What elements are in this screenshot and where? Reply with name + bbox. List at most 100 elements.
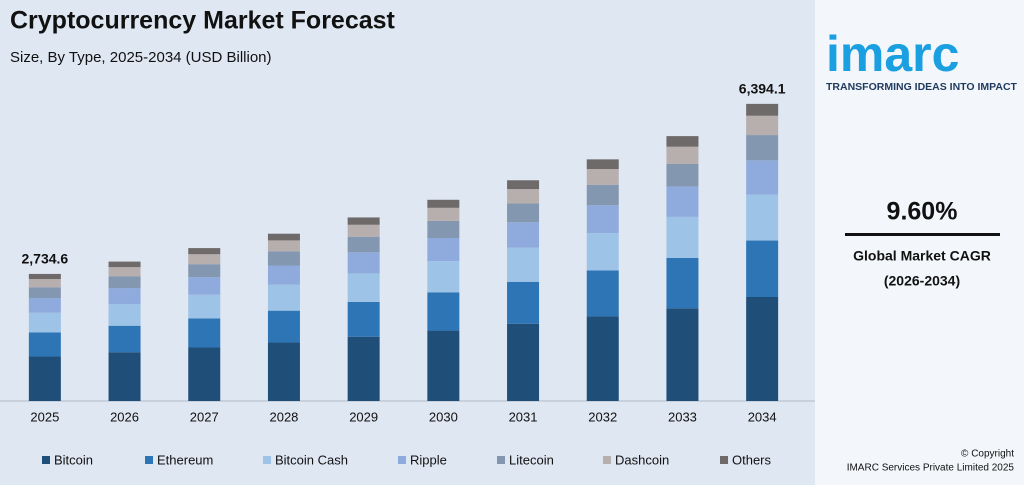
legend-swatch bbox=[398, 456, 406, 464]
bar-segment bbox=[507, 323, 540, 401]
x-tick-label: 2025 bbox=[30, 409, 59, 424]
bar-segment bbox=[666, 186, 699, 217]
bar-segment bbox=[427, 220, 460, 239]
copyright: © Copyright bbox=[961, 449, 1014, 460]
bar-segment bbox=[507, 281, 540, 324]
bar-segment bbox=[427, 207, 460, 221]
total-label: 6,394.1 bbox=[739, 81, 786, 97]
bar-segment bbox=[347, 336, 380, 401]
bar-segment bbox=[108, 267, 141, 277]
bar-segment bbox=[28, 332, 61, 357]
bar-segment bbox=[427, 292, 460, 331]
bar-segment bbox=[746, 103, 779, 116]
bar-segment bbox=[586, 184, 619, 206]
bar-segment bbox=[427, 330, 460, 401]
bar-segment bbox=[108, 288, 141, 305]
bar-segment bbox=[108, 325, 141, 353]
bar-segment bbox=[28, 273, 61, 280]
bar-segment bbox=[586, 205, 619, 234]
bar-segment bbox=[746, 194, 779, 241]
legend-label: Ethereum bbox=[157, 452, 213, 467]
bar-segment bbox=[28, 298, 61, 313]
bar-segment bbox=[267, 284, 300, 311]
legend-swatch bbox=[263, 456, 271, 464]
bar-segment bbox=[746, 135, 779, 161]
legend-label: Bitcoin bbox=[54, 452, 93, 467]
divider bbox=[845, 233, 1000, 236]
total-label: 2,734.6 bbox=[21, 251, 68, 267]
bar-segment bbox=[188, 294, 221, 319]
bar-segment bbox=[666, 216, 699, 258]
x-tick-label: 2027 bbox=[190, 409, 219, 424]
bar-segment bbox=[507, 180, 540, 190]
legend-label: Litecoin bbox=[509, 452, 554, 467]
bar-segment bbox=[586, 270, 619, 317]
bar-segment bbox=[746, 115, 779, 136]
bar-segment bbox=[507, 189, 540, 204]
bar-segment bbox=[746, 296, 779, 401]
bar-segment bbox=[347, 236, 380, 253]
chart-title: Cryptocurrency Market Forecast bbox=[10, 7, 396, 35]
logo: imarc bbox=[826, 26, 959, 82]
bar-segment bbox=[188, 318, 221, 348]
bar-segment bbox=[586, 316, 619, 401]
bar-segment bbox=[666, 257, 699, 309]
bar-segment bbox=[507, 247, 540, 282]
bar-segment bbox=[28, 287, 61, 299]
bar-segment bbox=[347, 301, 380, 337]
cagr-period: (2026-2034) bbox=[884, 273, 960, 289]
bar-segment bbox=[28, 312, 61, 333]
bar-segment bbox=[267, 251, 300, 266]
bar-segment bbox=[188, 347, 221, 401]
bar-segment bbox=[507, 203, 540, 223]
bar-segment bbox=[347, 224, 380, 237]
bar-segment bbox=[666, 308, 699, 401]
legend-swatch bbox=[497, 456, 505, 464]
bar-segment bbox=[267, 342, 300, 401]
bar-segment bbox=[188, 264, 221, 278]
bar-segment bbox=[347, 273, 380, 302]
chart-subtitle: Size, By Type, 2025-2034 (USD Billion) bbox=[10, 49, 272, 66]
bar-segment bbox=[188, 248, 221, 255]
legend-label: Others bbox=[732, 452, 772, 467]
cagr-label: Global Market CAGR bbox=[853, 248, 991, 264]
side-panel bbox=[815, 0, 1024, 485]
x-tick-label: 2026 bbox=[110, 409, 139, 424]
bar-segment bbox=[188, 254, 221, 265]
x-tick-label: 2034 bbox=[748, 409, 777, 424]
bar-segment bbox=[28, 279, 61, 288]
bar-segment bbox=[347, 217, 380, 225]
x-tick-label: 2031 bbox=[509, 409, 538, 424]
bar-segment bbox=[746, 240, 779, 297]
cagr-value: 9.60% bbox=[887, 198, 958, 226]
bar-segment bbox=[427, 199, 460, 208]
bar-segment bbox=[108, 276, 141, 289]
legend-swatch bbox=[42, 456, 50, 464]
bar-segment bbox=[586, 169, 619, 185]
bar-segment bbox=[108, 304, 141, 326]
x-tick-label: 2029 bbox=[349, 409, 378, 424]
x-tick-label: 2032 bbox=[588, 409, 617, 424]
bar-segment bbox=[108, 261, 141, 268]
bar-segment bbox=[267, 233, 300, 241]
bar-segment bbox=[108, 352, 141, 401]
legend-swatch bbox=[145, 456, 153, 464]
legend-label: Dashcoin bbox=[615, 452, 669, 467]
bar-segment bbox=[28, 356, 61, 401]
x-tick-label: 2028 bbox=[269, 409, 298, 424]
legend-label: Bitcoin Cash bbox=[275, 452, 348, 467]
x-tick-label: 2030 bbox=[429, 409, 458, 424]
legend-label: Ripple bbox=[410, 452, 447, 467]
bar-segment bbox=[666, 136, 699, 147]
bar-segment bbox=[427, 261, 460, 293]
bar-segment bbox=[267, 240, 300, 252]
legend-swatch bbox=[720, 456, 728, 464]
bar-segment bbox=[586, 233, 619, 271]
bar-segment bbox=[267, 310, 300, 343]
x-tick-label: 2033 bbox=[668, 409, 697, 424]
bar-segment bbox=[347, 252, 380, 274]
tagline: TRANSFORMING IDEAS INTO IMPACT bbox=[826, 81, 1018, 93]
bar-segment bbox=[666, 163, 699, 187]
bar-segment bbox=[507, 222, 540, 248]
